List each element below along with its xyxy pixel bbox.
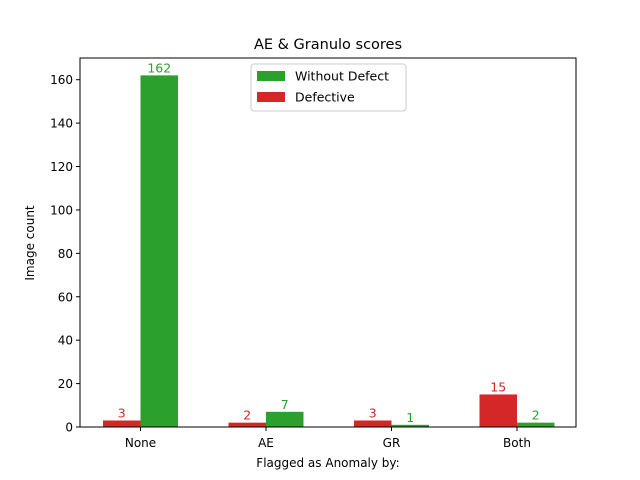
value-label-defective-gr: 3 xyxy=(369,405,377,420)
y-tick-label: 80 xyxy=(58,247,73,261)
value-label-without-defect-ae: 7 xyxy=(281,397,289,412)
y-tick-label: 40 xyxy=(58,334,73,348)
x-axis-label: Flagged as Anomaly by: xyxy=(256,456,399,470)
value-label-defective-both: 15 xyxy=(490,379,506,394)
bar-without-defect-none xyxy=(140,75,178,427)
value-label-without-defect-gr: 1 xyxy=(406,410,414,425)
bar-without-defect-ae xyxy=(266,411,304,427)
x-tick-label: Both xyxy=(503,436,531,450)
chart-title: AE & Granulo scores xyxy=(254,37,402,53)
legend-label-without-defect: Without Defect xyxy=(295,69,389,84)
bar-without-defect-gr xyxy=(391,424,429,427)
bar-without-defect-both xyxy=(517,422,555,427)
x-tick-label: None xyxy=(125,436,156,450)
y-tick-label: 120 xyxy=(50,160,73,174)
value-label-defective-none: 3 xyxy=(118,405,126,420)
bar-defective-gr xyxy=(354,420,392,427)
y-tick-label: 100 xyxy=(50,203,73,217)
value-label-defective-ae: 2 xyxy=(243,408,251,423)
y-tick-label: 160 xyxy=(50,73,73,87)
legend-label-defective: Defective xyxy=(295,90,355,105)
x-tick-label: AE xyxy=(258,436,274,450)
value-label-without-defect-none: 162 xyxy=(147,60,171,75)
bar-defective-both xyxy=(479,394,517,427)
legend-swatch-defective xyxy=(257,92,285,102)
y-axis-label: Image count xyxy=(23,205,37,281)
legend-swatch-without-defect xyxy=(257,71,285,81)
legend-box xyxy=(250,63,407,112)
x-tick-label: GR xyxy=(383,436,401,450)
bar-defective-ae xyxy=(228,422,266,427)
y-tick-label: 20 xyxy=(58,377,73,391)
y-tick-label: 140 xyxy=(50,117,73,131)
axes-frame xyxy=(79,57,577,428)
legend: Without Defect Defective xyxy=(250,63,407,112)
y-tick-label: 60 xyxy=(58,290,73,304)
y-tick-label: 0 xyxy=(65,421,73,435)
bar-defective-none xyxy=(103,420,141,427)
value-label-without-defect-both: 2 xyxy=(532,408,540,423)
